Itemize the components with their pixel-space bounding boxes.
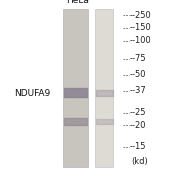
Text: NDUFA9: NDUFA9 [14, 89, 51, 98]
Bar [95, 9, 113, 167]
Text: --25: --25 [130, 108, 146, 117]
Text: HeLa: HeLa [66, 0, 89, 5]
Text: --15: --15 [130, 142, 146, 151]
Text: --20: --20 [130, 121, 146, 130]
Text: --100: --100 [130, 36, 151, 45]
Text: --37: --37 [130, 86, 146, 95]
Text: --75: --75 [130, 54, 146, 63]
Bar [63, 9, 88, 167]
Text: --250: --250 [130, 11, 151, 20]
Text: --50: --50 [130, 70, 146, 79]
Text: (kd): (kd) [131, 157, 148, 166]
Text: --150: --150 [130, 23, 151, 32]
